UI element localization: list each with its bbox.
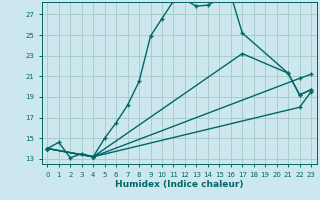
X-axis label: Humidex (Indice chaleur): Humidex (Indice chaleur) [115,180,244,189]
